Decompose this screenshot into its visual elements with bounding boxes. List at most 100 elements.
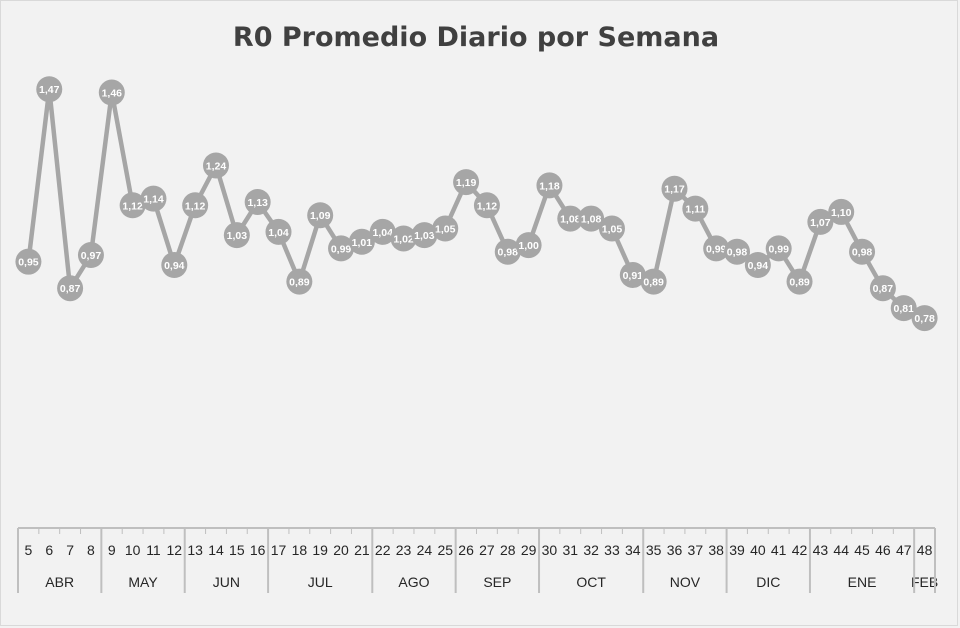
week-tick-label: 33	[604, 542, 620, 558]
week-tick-label: 17	[271, 542, 287, 558]
data-label: 0,81	[894, 303, 915, 315]
data-label: 1,07	[810, 217, 831, 229]
data-point-marker	[36, 76, 63, 103]
data-point-marker	[265, 218, 292, 245]
data-point-marker	[307, 202, 334, 229]
data-label: 1,03	[227, 230, 248, 242]
week-tick-label: 6	[45, 542, 53, 558]
data-point-marker	[161, 252, 188, 279]
week-tick-label: 22	[375, 542, 391, 558]
data-label: 1,03	[414, 230, 435, 242]
data-label: 1,24	[206, 160, 227, 172]
data-point-marker	[557, 205, 584, 232]
data-label: 1,12	[477, 200, 498, 212]
week-tick-label: 14	[208, 542, 224, 558]
data-label: 1,08	[581, 214, 602, 226]
data-point-marker	[640, 268, 667, 295]
week-tick-label: 48	[917, 542, 933, 558]
data-point-marker	[453, 169, 480, 196]
week-tick-label: 39	[729, 542, 745, 558]
data-point-marker	[473, 192, 500, 219]
data-label: 1,12	[185, 200, 206, 212]
week-tick-label: 13	[187, 542, 203, 558]
week-tick-label: 15	[229, 542, 245, 558]
data-label: 0,99	[331, 243, 352, 255]
data-point-marker	[369, 218, 396, 245]
week-tick-label: 27	[479, 542, 495, 558]
week-tick-label: 37	[688, 542, 704, 558]
week-tick-label: 26	[458, 542, 474, 558]
data-point-marker	[286, 268, 313, 295]
data-label: 1,13	[247, 197, 268, 209]
month-label: OCT	[576, 574, 606, 590]
data-label: 0,78	[914, 313, 935, 325]
month-label: JUN	[213, 574, 240, 590]
week-tick-label: 18	[292, 542, 308, 558]
data-label: 0,98	[852, 247, 873, 259]
data-label: 1,47	[39, 84, 60, 96]
data-label: 1,19	[456, 177, 477, 189]
week-tick-label: 5	[25, 542, 33, 558]
data-point-marker	[536, 172, 563, 199]
data-label: 0,89	[289, 277, 310, 289]
week-tick-label: 24	[417, 542, 433, 558]
week-tick-label: 20	[333, 542, 349, 558]
data-point-marker	[182, 192, 209, 219]
week-tick-label: 42	[792, 542, 808, 558]
week-tick-label: 21	[354, 542, 370, 558]
week-tick-label: 36	[667, 542, 683, 558]
week-tick-label: 46	[875, 542, 891, 558]
data-point-marker	[578, 205, 605, 232]
data-label: 1,46	[102, 88, 123, 100]
data-point-marker	[619, 261, 646, 288]
data-label: 0,91	[623, 270, 644, 282]
data-point-marker	[703, 235, 730, 262]
data-label: 1,00	[518, 240, 539, 252]
month-label: MAY	[128, 574, 158, 590]
week-tick-label: 19	[312, 542, 328, 558]
month-label: DIC	[756, 574, 780, 590]
data-label: 0,94	[164, 260, 185, 272]
data-label: 0,94	[748, 260, 769, 272]
week-tick-label: 8	[87, 542, 95, 558]
data-point-marker	[849, 238, 876, 265]
week-tick-label: 41	[771, 542, 787, 558]
week-tick-label: 12	[167, 542, 183, 558]
week-tick-label: 38	[708, 542, 724, 558]
week-tick-label: 16	[250, 542, 266, 558]
data-point-marker	[57, 275, 84, 302]
data-point-marker	[140, 185, 167, 212]
week-tick-label: 31	[562, 542, 578, 558]
data-label: 1,05	[435, 224, 456, 236]
data-label: 1,04	[268, 227, 289, 239]
data-label: 0,87	[60, 283, 81, 295]
week-tick-label: 44	[833, 542, 849, 558]
data-label: 0,95	[18, 257, 39, 269]
week-tick-label: 34	[625, 542, 641, 558]
data-point-marker	[661, 175, 688, 202]
data-label: 0,98	[498, 247, 519, 259]
data-label: 0,87	[873, 283, 894, 295]
data-point-marker	[828, 198, 855, 225]
chart-title: R0 Promedio Diario por Semana	[233, 22, 719, 53]
data-point-marker	[432, 215, 459, 242]
week-tick-label: 7	[66, 542, 74, 558]
data-point-marker	[15, 248, 42, 275]
data-label: 1,14	[143, 194, 164, 206]
data-label: 1,11	[685, 204, 705, 216]
data-point-marker	[98, 79, 125, 106]
data-label: 1,04	[372, 227, 393, 239]
data-point-marker	[515, 232, 542, 259]
data-label: 1,17	[664, 184, 685, 196]
data-point-marker	[786, 268, 813, 295]
data-point-marker	[119, 192, 146, 219]
week-tick-label: 47	[896, 542, 912, 558]
data-label: 1,02	[393, 233, 414, 245]
week-tick-label: 40	[750, 542, 766, 558]
data-label: 1,08	[560, 214, 581, 226]
data-point-marker	[807, 208, 834, 235]
month-label: ENE	[848, 574, 877, 590]
